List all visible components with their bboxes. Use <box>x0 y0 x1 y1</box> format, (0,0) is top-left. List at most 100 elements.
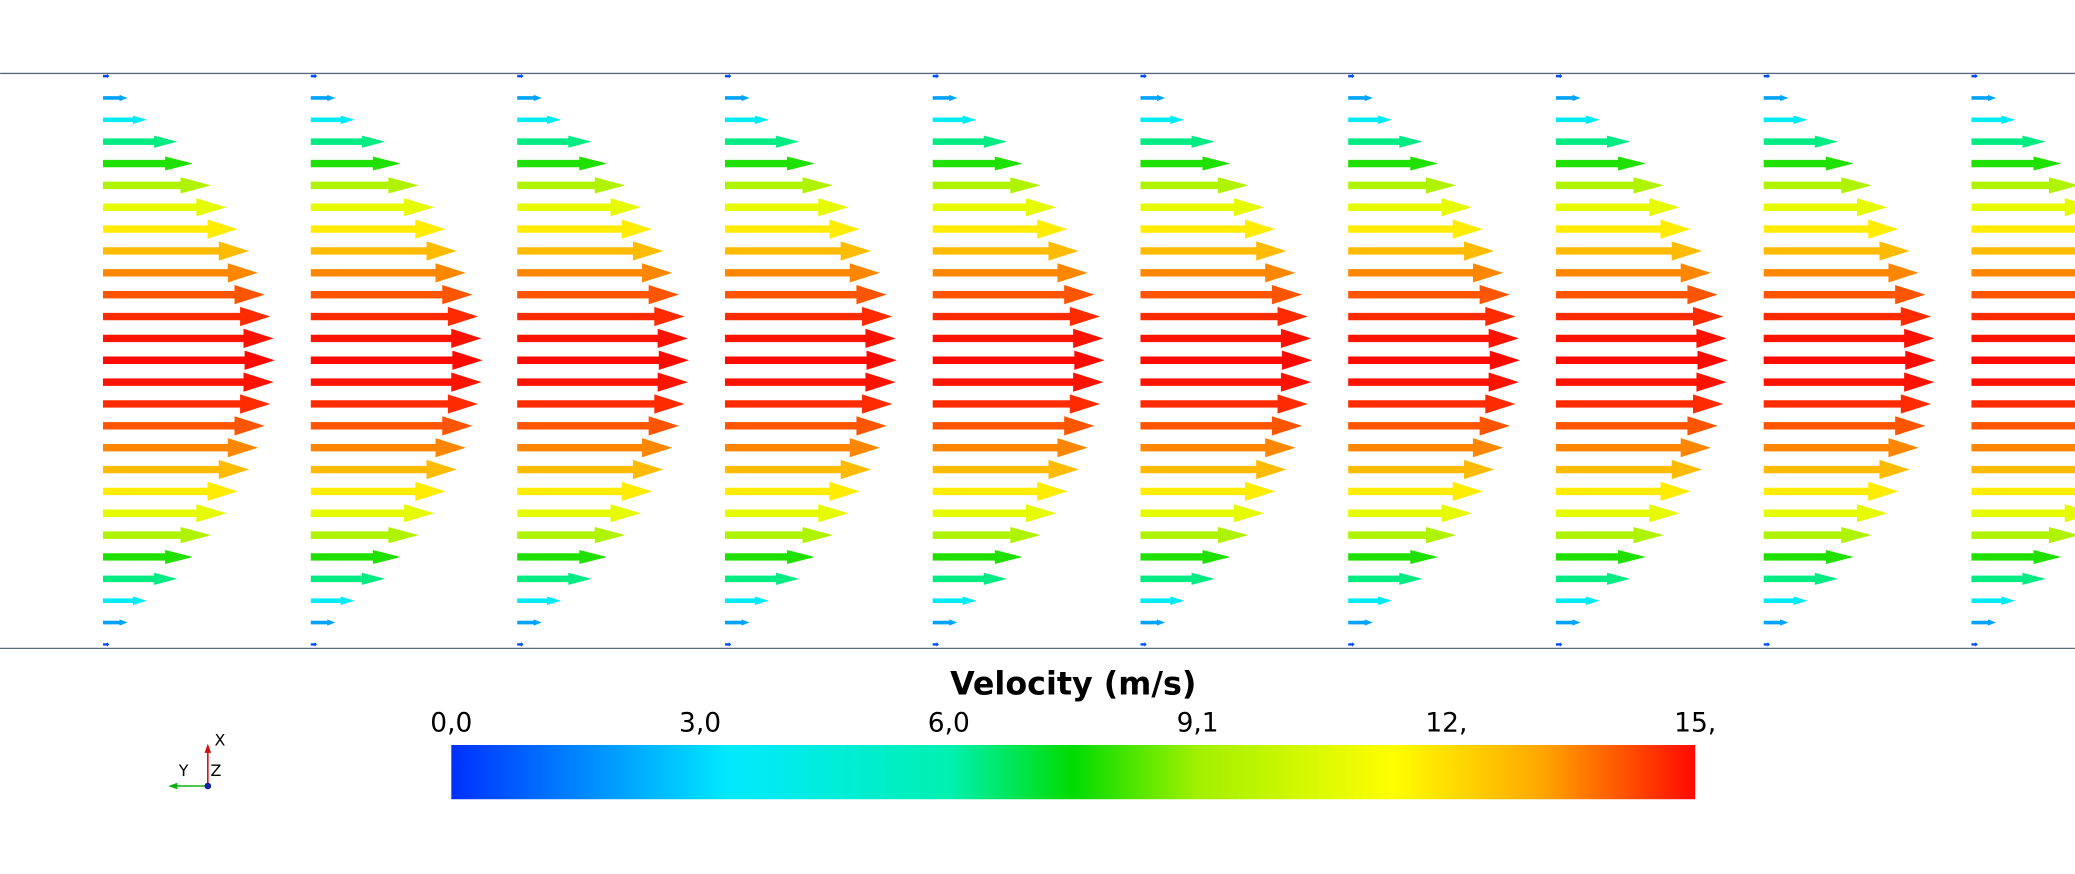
velocity-arrow <box>1971 378 2075 386</box>
velocity-arrow <box>310 241 457 261</box>
velocity-arrow <box>1555 263 1711 283</box>
velocity-arrow <box>932 263 1088 283</box>
velocity-arrow <box>1348 306 1516 327</box>
velocity-arrow <box>932 527 1041 544</box>
velocity-arrow <box>517 285 679 305</box>
velocity-arrow <box>724 416 887 436</box>
velocity-arrow <box>1555 596 1600 605</box>
triad-y-label: Y <box>178 761 189 780</box>
velocity-arrow <box>724 219 860 239</box>
velocity-arrow <box>517 504 641 523</box>
colorbar-title: Velocity (m/s) <box>950 666 1196 702</box>
colorbar <box>451 744 1696 800</box>
velocity-arrow <box>724 115 769 125</box>
velocity-arrow <box>1348 572 1423 585</box>
velocity-arrow <box>1140 328 1312 349</box>
velocity-arrow <box>1555 350 1728 370</box>
velocity-arrow <box>310 219 446 239</box>
velocity-arrow <box>1140 504 1265 523</box>
velocity-arrow <box>1763 438 1919 458</box>
velocity-arrow <box>310 596 355 605</box>
velocity-arrow <box>103 394 271 414</box>
velocity-arrow <box>1763 504 1888 523</box>
velocity-arrow <box>1763 306 1932 327</box>
velocity-arrow <box>932 177 1041 194</box>
velocity-arrow <box>1555 459 1702 480</box>
velocity-arrow <box>310 135 386 148</box>
velocity-arrow <box>1763 481 1899 502</box>
velocity-arrow <box>517 350 690 370</box>
velocity-arrow <box>517 619 542 626</box>
velocity-arrow <box>724 241 871 261</box>
velocity-arrow <box>1140 350 1313 370</box>
velocity-arrow <box>724 177 833 194</box>
velocity-arrow <box>1971 400 2075 408</box>
velocity-arrow <box>103 481 238 502</box>
velocity-arrow <box>1348 177 1457 194</box>
velocity-arrow <box>103 285 265 305</box>
velocity-arrow <box>517 481 652 502</box>
velocity-arrow <box>103 372 274 392</box>
velocity-arrow <box>1348 372 1519 392</box>
velocity-arrow <box>1140 198 1265 217</box>
velocity-arrow <box>1763 642 1770 647</box>
velocity-arrow <box>517 527 626 544</box>
velocity-arrow <box>1763 549 1853 564</box>
velocity-arrow <box>1763 135 1838 148</box>
velocity-arrow <box>1763 572 1838 585</box>
velocity-arrow <box>310 372 482 392</box>
velocity-arrow <box>1140 73 1147 79</box>
velocity-arrow <box>1555 73 1563 79</box>
velocity-arrow <box>1971 73 1978 79</box>
velocity-arrow <box>1555 94 1581 102</box>
velocity-arrow <box>1348 394 1516 414</box>
velocity-arrow <box>103 459 250 480</box>
velocity-arrow <box>103 115 147 125</box>
velocity-arrow <box>1348 328 1519 349</box>
velocity-arrow <box>103 263 259 283</box>
velocity-arrow <box>1555 394 1724 414</box>
velocity-arrow <box>1140 416 1303 436</box>
velocity-arrow <box>1555 372 1727 392</box>
velocity-arrow <box>1140 527 1249 544</box>
velocity-arrow <box>517 115 562 125</box>
velocity-arrow <box>103 549 193 564</box>
velocity-arrow <box>1140 94 1166 102</box>
velocity-arrow <box>1971 290 2075 299</box>
velocity-arrow <box>310 115 355 125</box>
velocity-arrow <box>1763 394 1932 414</box>
velocity-arrow <box>1971 527 2075 544</box>
velocity-arrow <box>310 549 400 564</box>
velocity-arrow <box>1971 487 2075 496</box>
velocity-arrow <box>517 596 562 605</box>
velocity-arrow <box>1140 219 1276 239</box>
velocity-arrow <box>724 481 860 502</box>
velocity-arrow <box>517 135 592 148</box>
velocity-arrow <box>1348 596 1393 605</box>
triad-z-axis <box>204 782 212 790</box>
velocity-arrow <box>1348 438 1504 458</box>
velocity-arrow <box>1555 177 1664 194</box>
velocity-arrow <box>310 642 318 647</box>
velocity-arrow <box>310 438 466 458</box>
velocity-arrow <box>103 642 110 647</box>
velocity-arrow <box>103 94 128 102</box>
velocity-arrow <box>310 394 479 414</box>
velocity-arrow <box>1971 572 2046 585</box>
velocity-arrow <box>1140 642 1147 647</box>
velocity-arrow <box>103 198 227 217</box>
velocity-arrow <box>1348 198 1472 217</box>
velocity-arrow <box>932 394 1101 414</box>
velocity-arrow <box>517 642 524 647</box>
velocity-arrow <box>724 504 849 523</box>
velocity-arrow <box>1763 459 1910 480</box>
velocity-arrow <box>724 306 893 327</box>
velocity-arrow <box>932 115 977 125</box>
velocity-arrow <box>1971 465 2075 474</box>
velocity-arrow <box>932 219 1068 239</box>
velocity-arrow <box>724 372 896 392</box>
velocity-arrow <box>724 596 769 605</box>
velocity-arrow <box>1763 73 1770 79</box>
velocity-arrow <box>103 504 227 523</box>
velocity-arrow <box>1971 619 1997 626</box>
